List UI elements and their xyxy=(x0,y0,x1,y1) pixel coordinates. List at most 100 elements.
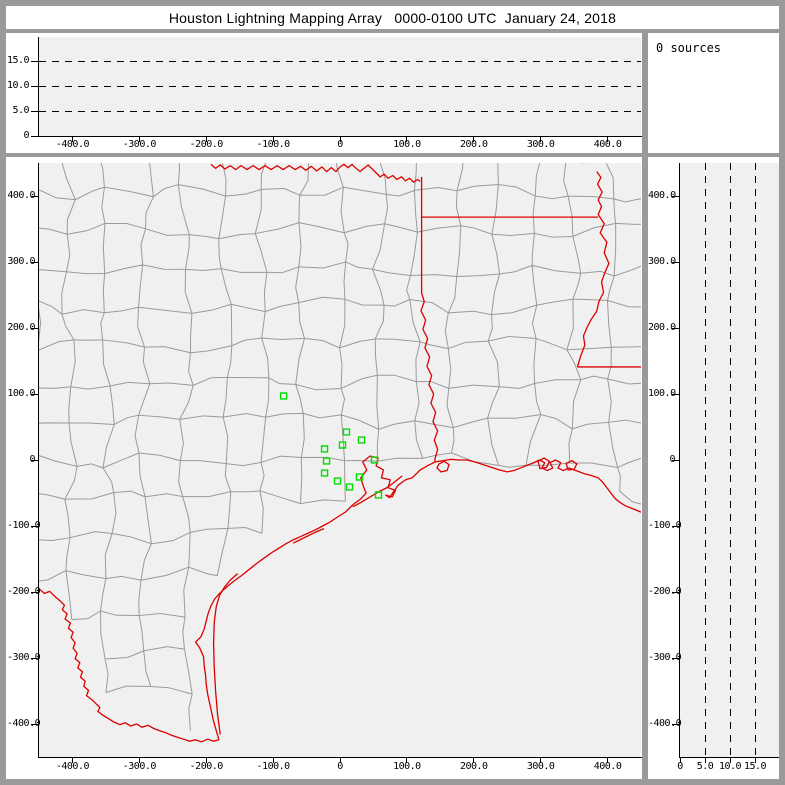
y-tick xyxy=(672,327,680,329)
title-bar: Houston Lightning Mapping Array 0000-010… xyxy=(6,6,779,29)
altitude-gridline xyxy=(729,163,731,757)
y-tick-label: 0 xyxy=(29,454,35,465)
y-tick-label: -400.0 xyxy=(7,718,41,729)
x-tick xyxy=(138,137,140,142)
y-tick-label: 0 xyxy=(669,454,675,465)
x-tick-label: -100.0 xyxy=(256,139,291,150)
y-tick xyxy=(672,723,680,725)
county-boundary-lines xyxy=(39,163,641,731)
y-tick-label: 200.0 xyxy=(7,322,35,333)
lma-station-marker xyxy=(346,484,352,490)
lma-station-marker xyxy=(371,457,377,463)
y-tick xyxy=(672,393,680,395)
altitude-gridline xyxy=(754,163,756,757)
map-x-axis-line xyxy=(38,757,642,758)
y-tick-label: 0 xyxy=(23,130,29,141)
x-tick xyxy=(205,137,207,142)
y-tick-label: -200.0 xyxy=(648,586,682,597)
x-tick xyxy=(679,758,681,763)
x-tick-label: 400.0 xyxy=(593,139,622,150)
lma-station-marker xyxy=(339,442,345,448)
x-tick xyxy=(540,758,542,763)
alt-ns-x-axis-line xyxy=(679,757,779,758)
y-tick-label: 400.0 xyxy=(7,190,35,201)
alt-vs-eastwest-plot-area[interactable] xyxy=(39,37,641,136)
y-tick xyxy=(31,135,39,137)
lma-station-markers xyxy=(281,393,382,498)
calcasieu-lake xyxy=(538,458,549,469)
sabine-lake xyxy=(437,461,449,472)
lma-station-marker xyxy=(335,478,341,484)
x-tick xyxy=(339,758,341,763)
y-tick xyxy=(31,723,39,725)
y-tick xyxy=(672,657,680,659)
y-tick xyxy=(31,85,39,87)
x-tick-label: -200.0 xyxy=(189,139,224,150)
x-tick xyxy=(607,758,609,763)
x-tick-label: -300.0 xyxy=(122,761,157,772)
y-tick xyxy=(672,261,680,263)
x-tick xyxy=(205,758,207,763)
lma-station-marker xyxy=(343,429,349,435)
x-tick-label: -400.0 xyxy=(55,761,90,772)
y-tick-label: -200.0 xyxy=(7,586,41,597)
plan-view-map[interactable] xyxy=(39,163,641,757)
x-tick-label: 0 xyxy=(337,139,343,150)
x-tick-label: 100.0 xyxy=(393,761,421,772)
y-tick xyxy=(672,591,680,593)
y-tick-label: -100.0 xyxy=(648,520,682,531)
x-tick xyxy=(272,137,274,142)
x-tick xyxy=(339,137,341,142)
mississippi-river-border xyxy=(577,172,608,367)
x-tick-label: -300.0 xyxy=(122,139,157,150)
lma-station-marker xyxy=(322,446,328,452)
x-tick-label: 0 xyxy=(337,761,343,772)
altitude-gridline xyxy=(39,110,641,112)
matagorda-peninsula xyxy=(293,529,324,544)
y-tick-label: -100.0 xyxy=(7,520,41,531)
y-tick-label: -400.0 xyxy=(648,718,682,729)
map-y-axis-line xyxy=(38,163,39,758)
x-tick-label: 5.0 xyxy=(696,761,714,772)
x-tick-label: 10.0 xyxy=(718,761,742,772)
y-tick-label: 15.0 xyxy=(7,55,30,66)
y-tick xyxy=(672,195,680,197)
x-tick xyxy=(754,758,756,763)
x-tick-label: 300.0 xyxy=(526,761,555,772)
x-tick xyxy=(406,758,408,763)
y-tick xyxy=(31,60,39,62)
x-tick-label: 200.0 xyxy=(459,761,488,772)
y-tick-label: -300.0 xyxy=(648,652,682,663)
grand-lake xyxy=(566,461,577,470)
x-tick-label: 100.0 xyxy=(393,139,421,150)
state-borders-coastline xyxy=(39,164,641,742)
alt-ns-y-axis-line xyxy=(679,163,680,758)
gulf-coastline xyxy=(196,456,641,740)
red-river-tx-ok-border xyxy=(211,164,420,182)
altitude-gridline xyxy=(39,85,641,87)
x-tick-label: 15.0 xyxy=(743,761,767,772)
altitude-gridline xyxy=(704,163,706,757)
x-tick-label: 200.0 xyxy=(459,139,488,150)
y-tick xyxy=(31,591,39,593)
y-tick xyxy=(31,195,39,197)
x-tick xyxy=(71,137,73,142)
plan-view-map-panel: -400.0 -400.0 -300.0 -300.0 -200.0 -200.0 -100… xyxy=(6,157,642,779)
lma-station-marker xyxy=(281,393,287,399)
y-tick xyxy=(672,525,680,527)
sabine-river-tx-la-border xyxy=(421,293,438,462)
y-tick xyxy=(31,327,39,329)
x-tick xyxy=(540,137,542,142)
y-tick-label: 10.0 xyxy=(7,80,30,91)
x-tick xyxy=(406,137,408,142)
padre-island xyxy=(214,574,238,735)
alt-ew-x-axis-line xyxy=(38,136,642,137)
x-tick xyxy=(138,758,140,763)
alt-vs-eastwest-panel: -400.0 -300.0 -200.0 -100.0 0 100.0 200.0 300.0… xyxy=(6,33,642,153)
x-tick-label: -200.0 xyxy=(189,761,224,772)
alt-vs-northsouth-panel: -400.0 -300.0 -200.0 -100.0 0 100.0 200.0 300.0… xyxy=(648,157,779,779)
y-tick-label: -300.0 xyxy=(7,652,41,663)
x-tick-label: -100.0 xyxy=(256,761,291,772)
lma-station-marker xyxy=(358,437,364,443)
